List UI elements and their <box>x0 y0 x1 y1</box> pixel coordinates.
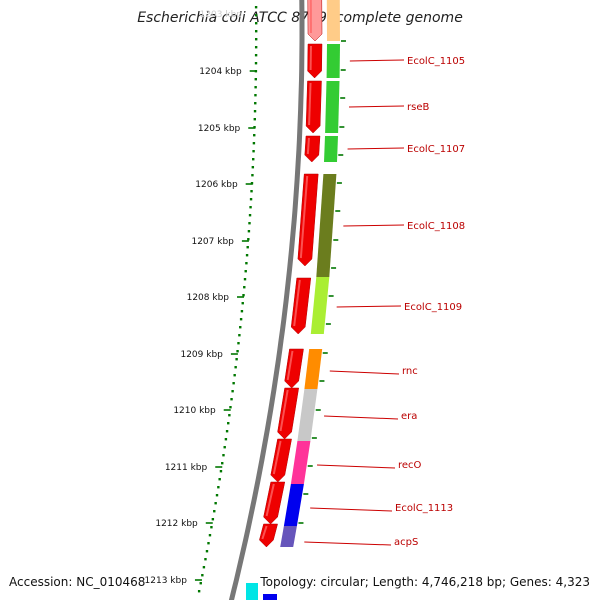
gene-leader-line <box>329 370 400 375</box>
gene-leader-line <box>317 464 396 469</box>
gene-leader-line <box>343 224 405 227</box>
gene-arrows <box>259 0 323 548</box>
tick-label: 1204 kbp <box>199 67 242 77</box>
gene-band <box>297 389 318 441</box>
accession-text: Accession: NC_010468 <box>9 575 146 589</box>
gene-arrow <box>277 387 299 440</box>
gene-band <box>316 174 337 277</box>
tick-label: 1208 kbp <box>187 293 230 303</box>
gene-band <box>325 81 340 133</box>
gene-arrow <box>290 277 312 335</box>
tick-label: 1211 kbp <box>165 463 208 473</box>
gene-band <box>280 526 297 547</box>
genome-backbone <box>229 0 305 600</box>
gene-labels: EcolC_1105 rseB EcolC_1107 EcolC_1108 EcolC_… <box>304 56 465 548</box>
gene-band <box>283 484 304 526</box>
tick-label-top: 1203 kbp <box>200 10 243 20</box>
tick-label: 1213 kbp <box>145 576 188 586</box>
gene-arrow <box>304 135 321 163</box>
gene-arrow <box>259 523 278 548</box>
gene-arrow-highlight <box>272 440 282 475</box>
backbone <box>229 0 305 600</box>
gene-arrow <box>263 481 286 525</box>
ruler-ticks: 1204 kbp 1205 kbp 1206 kbp 1207 kbp 1208 kbp… <box>145 6 258 593</box>
gene-label: EcolC_1109 <box>404 302 462 313</box>
gene-leader-line <box>304 541 392 546</box>
gene-arrow <box>284 348 304 389</box>
tick-label: 1206 kbp <box>195 180 238 190</box>
gene-leader-line <box>336 305 402 308</box>
gene-leader-line <box>324 415 399 420</box>
gene-arrow-highlight <box>286 350 294 381</box>
gene-arrow-highlight <box>306 137 310 155</box>
gene-band-bottom-blue <box>263 594 277 600</box>
gene-arrow <box>270 438 292 483</box>
gene-arrow-highlight <box>299 175 309 259</box>
gene-leader-line <box>349 59 405 62</box>
gene-label: EcolC_1113 <box>395 503 453 514</box>
gene-label: EcolC_1105 <box>407 56 465 67</box>
gene-leader-line <box>310 507 393 512</box>
gene-band-partial <box>326 0 340 41</box>
gene-arrow-highlight <box>293 279 301 327</box>
tick-label: 1212 kbp <box>155 519 198 529</box>
gene-arrow-highlight <box>279 389 289 432</box>
gene-leader-line <box>347 147 405 150</box>
gene-label: rnc <box>402 366 418 377</box>
gene-band <box>324 136 338 162</box>
tick-label: 1210 kbp <box>173 406 216 416</box>
gene-arrow-highlight <box>308 82 312 126</box>
tick-label: 1207 kbp <box>191 237 234 247</box>
gene-band <box>304 349 323 389</box>
gene-color-bands <box>246 0 346 600</box>
gene-arrow-highlight <box>261 525 268 540</box>
gene-label: acpS <box>394 537 418 548</box>
gene-band <box>310 277 330 334</box>
gene-label: recO <box>398 460 422 471</box>
gene-leader-line <box>348 105 405 108</box>
tick-label: 1205 kbp <box>198 124 241 134</box>
gene-arrow-highlight <box>265 483 275 517</box>
gene-band-bottom-cyan <box>246 583 258 600</box>
gene-label: rseB <box>407 102 429 113</box>
gene-label: EcolC_1108 <box>407 221 465 232</box>
gene-label: era <box>401 411 417 422</box>
gene-label: EcolC_1107 <box>407 144 465 155</box>
gene-arrow <box>305 80 322 134</box>
genome-summary-text: Topology: circular; Length: 4,746,218 bp… <box>260 575 590 589</box>
gene-band <box>326 44 340 78</box>
gene-band <box>290 441 311 484</box>
tick-label: 1209 kbp <box>180 350 223 360</box>
